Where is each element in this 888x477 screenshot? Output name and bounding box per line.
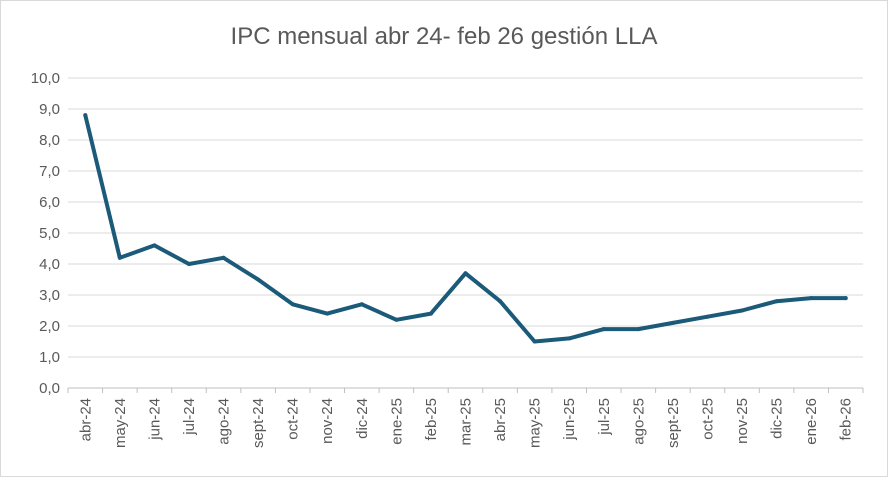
y-tick-label: 10,0 (31, 70, 60, 87)
x-axis-ticks: abr-24 may-24 jun-24 jul-24 ago-24 sept-24 oct… (67, 388, 864, 448)
x-tick-label: jun-25 (561, 398, 578, 441)
data-point (463, 271, 468, 276)
gridlines (68, 77, 863, 389)
data-point (256, 277, 261, 282)
x-tick-label: may-24 (112, 398, 129, 448)
series-line (83, 113, 848, 344)
x-tick-label: mar-25 (458, 398, 475, 446)
x-tick-label: dic-24 (354, 398, 371, 439)
chart-title: IPC mensual abr 24- feb 26 gestión LLA (231, 23, 658, 50)
x-tick-label: sept-24 (250, 398, 267, 448)
y-tick-label: 0,0 (39, 380, 60, 397)
data-point (705, 314, 710, 319)
x-tick-label: ago-24 (216, 398, 233, 445)
data-point (221, 255, 226, 260)
data-point (152, 243, 157, 248)
data-point (428, 311, 433, 316)
x-tick-label: jul-24 (181, 398, 198, 436)
x-tick-label: may-25 (527, 398, 544, 448)
y-tick-label: 8,0 (39, 132, 60, 149)
data-point (670, 320, 675, 325)
data-point (394, 317, 399, 322)
x-tick-label: abr-25 (492, 398, 509, 441)
x-tick-label: nov-24 (319, 398, 336, 444)
y-tick-label: 4,0 (39, 256, 60, 273)
y-tick-label: 7,0 (39, 163, 60, 180)
data-point (636, 327, 641, 332)
y-tick-label: 6,0 (39, 194, 60, 211)
x-tick-label: feb-26 (838, 398, 855, 441)
x-tick-label: jun-24 (146, 398, 163, 441)
data-point (498, 299, 503, 304)
data-point (83, 113, 88, 118)
data-point (532, 339, 537, 344)
data-point (809, 296, 814, 301)
series-layer (83, 113, 848, 344)
data-point (117, 255, 122, 260)
x-tick-label: oct-24 (285, 398, 302, 440)
x-tick-label: nov-25 (734, 398, 751, 444)
x-tick-label: sept-25 (665, 398, 682, 448)
x-tick-label: oct-25 (699, 398, 716, 440)
x-tick-label: ago-25 (630, 398, 647, 445)
data-point (359, 302, 364, 307)
y-tick-label: 3,0 (39, 287, 60, 304)
x-tick-label: jul-25 (596, 398, 613, 436)
y-tick-label: 5,0 (39, 225, 60, 242)
data-point (290, 302, 295, 307)
x-tick-label: abr-24 (77, 398, 94, 441)
x-tick-label: ene-25 (388, 398, 405, 445)
x-tick-label: ene-26 (803, 398, 820, 445)
data-point (325, 311, 330, 316)
data-point (186, 262, 191, 266)
x-tick-label: dic-25 (769, 398, 786, 439)
x-tick-label: feb-25 (423, 398, 440, 441)
data-point (740, 308, 745, 313)
y-tick-label: 2,0 (39, 318, 60, 335)
data-point (567, 336, 572, 341)
y-axis-ticks: 0,0 1,0 2,0 3,0 4,0 5,0 6,0 7,0 8,0 9,0 10,0 (31, 70, 60, 397)
data-point (601, 327, 606, 332)
y-tick-label: 9,0 (39, 101, 60, 118)
data-point (843, 296, 848, 301)
y-tick-label: 1,0 (39, 349, 60, 366)
data-point (774, 299, 779, 304)
